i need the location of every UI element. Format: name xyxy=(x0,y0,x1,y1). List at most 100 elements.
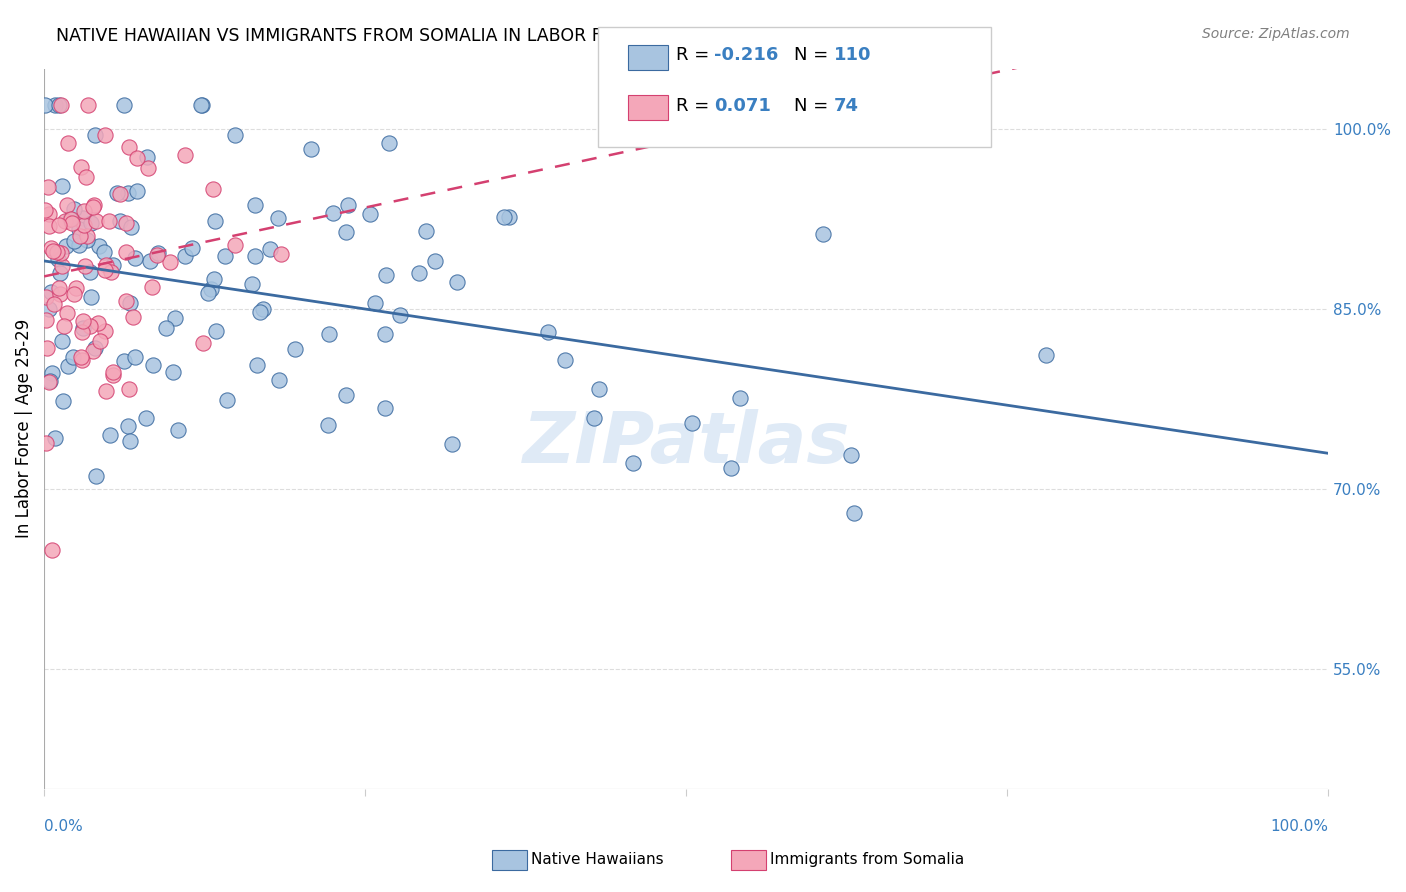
Point xyxy=(73,218,96,232)
Point xyxy=(337,198,360,212)
Point xyxy=(240,277,263,292)
Point xyxy=(62,350,84,364)
Point xyxy=(841,448,863,462)
Point xyxy=(259,242,281,256)
Point xyxy=(191,97,214,112)
Point xyxy=(120,296,142,310)
Point xyxy=(681,416,703,430)
Point xyxy=(48,266,70,280)
Point xyxy=(408,266,430,280)
Point xyxy=(79,318,101,333)
Point xyxy=(65,281,87,295)
Point xyxy=(138,253,160,268)
Text: -0.216: -0.216 xyxy=(714,46,779,64)
Point xyxy=(73,204,96,219)
Point xyxy=(423,254,446,268)
Point xyxy=(103,368,125,382)
Point xyxy=(173,249,195,263)
Point xyxy=(67,221,90,235)
Point xyxy=(84,468,107,483)
Point xyxy=(38,376,60,390)
Point xyxy=(202,272,225,286)
Point xyxy=(125,184,148,198)
Point xyxy=(388,308,411,322)
Point xyxy=(316,417,339,432)
Point xyxy=(120,220,142,235)
Text: 100.0%: 100.0% xyxy=(1270,819,1329,834)
Point xyxy=(374,401,396,416)
Point xyxy=(197,286,219,301)
Point xyxy=(69,228,91,243)
Point xyxy=(105,186,128,200)
Point xyxy=(284,342,307,356)
Point xyxy=(62,235,84,249)
Point xyxy=(44,97,66,112)
Point xyxy=(114,293,136,308)
Point xyxy=(44,431,66,445)
Point xyxy=(51,259,73,273)
Point xyxy=(93,244,115,259)
Point xyxy=(141,279,163,293)
Point xyxy=(39,374,62,388)
Point xyxy=(245,358,267,372)
Point xyxy=(48,218,70,232)
Point xyxy=(214,249,236,263)
Point xyxy=(335,388,357,402)
Point xyxy=(267,211,290,226)
Point xyxy=(97,214,120,228)
Point xyxy=(62,286,84,301)
Point xyxy=(80,290,103,304)
Point xyxy=(48,281,70,295)
Point xyxy=(146,245,169,260)
Point xyxy=(299,142,322,156)
Point xyxy=(72,211,94,225)
Point xyxy=(103,258,125,272)
Point xyxy=(162,365,184,379)
Point xyxy=(51,179,73,194)
Point xyxy=(142,358,165,372)
Point xyxy=(34,97,56,112)
Point xyxy=(42,297,65,311)
Point xyxy=(375,268,398,282)
Point xyxy=(35,342,58,356)
Point xyxy=(155,321,177,335)
Point xyxy=(49,287,72,301)
Point xyxy=(77,97,100,112)
Point xyxy=(811,227,834,242)
Point xyxy=(190,97,212,112)
Point xyxy=(35,289,58,303)
Point xyxy=(1035,348,1057,362)
Point xyxy=(70,326,93,340)
Point xyxy=(200,282,222,296)
Point xyxy=(46,252,69,266)
Point xyxy=(67,238,90,252)
Point xyxy=(70,350,93,364)
Point xyxy=(122,310,145,325)
Point xyxy=(270,246,292,260)
Point xyxy=(112,97,135,112)
Point xyxy=(249,305,271,319)
Point xyxy=(42,244,65,258)
Point xyxy=(41,366,63,380)
Point xyxy=(84,342,107,356)
Point xyxy=(60,216,83,230)
Point xyxy=(224,128,246,143)
Point xyxy=(267,373,290,387)
Point xyxy=(56,359,79,373)
Point xyxy=(55,239,77,253)
Point xyxy=(51,334,73,348)
Point xyxy=(82,200,104,214)
Point xyxy=(39,242,62,256)
Point xyxy=(83,197,105,211)
Point xyxy=(89,334,111,348)
Point xyxy=(52,393,75,408)
Point xyxy=(359,206,381,220)
Point xyxy=(83,128,105,142)
Point xyxy=(80,216,103,230)
Point xyxy=(124,350,146,364)
Point xyxy=(146,248,169,262)
Point xyxy=(136,161,159,176)
Point xyxy=(101,365,124,379)
Point xyxy=(87,316,110,330)
Point xyxy=(174,148,197,162)
